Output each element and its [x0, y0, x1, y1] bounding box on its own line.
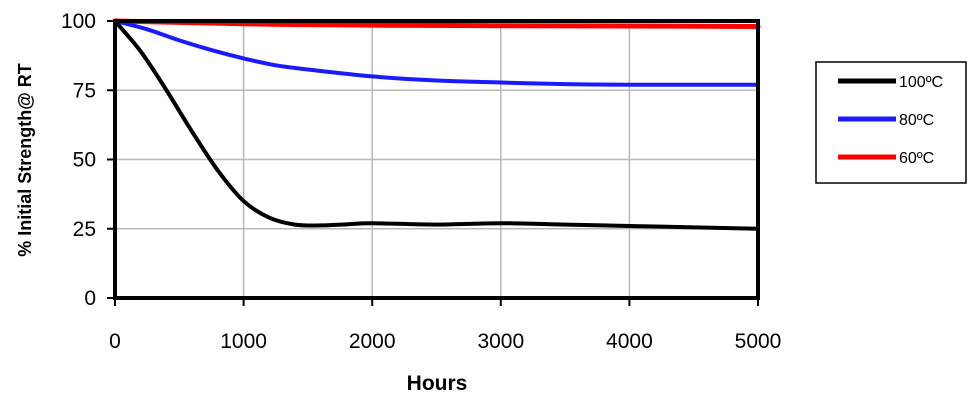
grid-lines	[107, 20, 759, 306]
y-tick-label: 25	[73, 218, 96, 241]
plot-frame	[113, 19, 760, 300]
x-tick-label: 1000	[220, 330, 267, 353]
x-tick-label: 4000	[606, 330, 653, 353]
y-tick-label: 75	[73, 79, 96, 102]
y-tick-labels: 0 25 50 75 100	[61, 10, 96, 310]
y-tick-label: 50	[73, 149, 96, 172]
x-tick-labels: 0 1000 2000 3000 4000 5000	[109, 330, 781, 353]
legend-label: 80ºC	[899, 112, 934, 129]
series-line-2	[113, 19, 760, 87]
x-axis-label: Hours	[407, 372, 468, 395]
legend-label: 60ºC	[899, 150, 934, 167]
series-layer	[112, 18, 761, 231]
x-tick-label: 0	[109, 330, 121, 353]
legend: 100ºC 80ºC 60ºC	[815, 61, 967, 184]
legend-label: 100ºC	[899, 74, 943, 91]
x-tick-label: 3000	[477, 330, 524, 353]
x-tick-label: 5000	[735, 330, 782, 353]
x-tick-label: 2000	[349, 330, 396, 353]
y-axis-label: % Initial Strength@ RT	[15, 63, 35, 257]
y-tick-label: 0	[84, 287, 96, 310]
series-line-1	[113, 19, 760, 231]
y-tick-label: 100	[61, 10, 96, 33]
